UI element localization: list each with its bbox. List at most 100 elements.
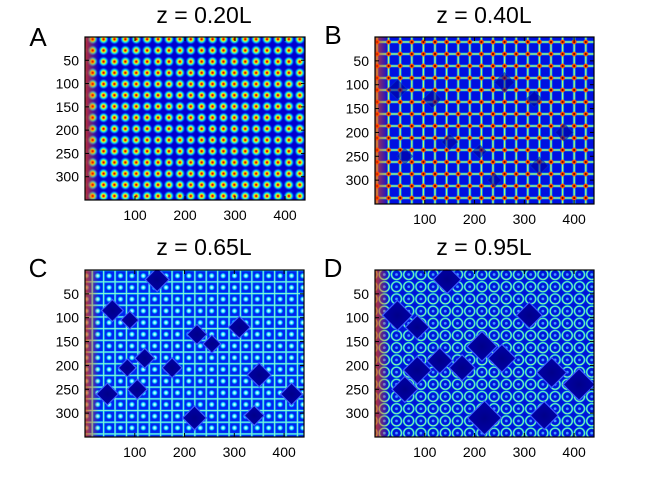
defect-1 — [432, 270, 462, 295]
y-tick-label: 50 — [63, 52, 79, 68]
y-tick-label: 50 — [353, 286, 369, 302]
defect-15 — [279, 382, 304, 406]
defect-14 — [529, 400, 560, 431]
heatmap-field — [375, 37, 594, 204]
panel-d: z = 0.95L D 100 200 300 400 50 100 150 200 250 300 — [324, 234, 595, 460]
x-tick-label: 200 — [463, 211, 487, 227]
y-tick-label: 100 — [346, 77, 370, 93]
panel-letter: D — [324, 253, 343, 283]
panel-a: z = 0.20L A 100 200 300 400 50 100 150 200 250 300 — [29, 2, 306, 223]
axes-frame — [374, 36, 595, 205]
y-tick-label: 300 — [346, 172, 370, 188]
axes-frame — [374, 269, 595, 438]
y-tick-label: 100 — [346, 310, 370, 326]
defect-11 — [95, 382, 120, 406]
defect-9 — [448, 354, 476, 382]
y-tick-label: 200 — [56, 357, 80, 373]
edge-glow — [375, 37, 389, 204]
x-tick-label: 100 — [413, 211, 437, 227]
defect-10 — [486, 172, 502, 188]
x-tick-label: 200 — [173, 444, 197, 460]
panel-b: z = 0.40L B 100 200 300 400 50 100 150 200 250 300 — [324, 2, 595, 227]
y-tick-label: 150 — [56, 334, 80, 350]
defect-10 — [535, 356, 568, 389]
x-tick-label: 300 — [223, 207, 247, 223]
panel-title: z = 0.20L — [156, 2, 251, 28]
panel-letter: B — [324, 20, 341, 50]
x-tick-label: 400 — [562, 211, 586, 227]
defect-7 — [425, 346, 454, 375]
defect-13 — [181, 405, 208, 431]
edge-glow — [375, 270, 389, 437]
axes-frame — [84, 269, 305, 438]
heatmap-image — [375, 270, 594, 437]
panel-title: z = 0.40L — [436, 2, 531, 28]
defect-2 — [100, 298, 125, 323]
defect-10 — [246, 362, 272, 388]
defect-3 — [404, 314, 431, 341]
x-tick-label: 300 — [223, 444, 247, 460]
defect-5 — [441, 133, 459, 151]
x-tick-label: 400 — [273, 207, 297, 223]
defect-9 — [529, 156, 549, 176]
defect-1 — [386, 78, 408, 101]
y-tick-label: 150 — [346, 101, 370, 117]
panel-letter: C — [29, 253, 48, 283]
defect-12 — [391, 375, 419, 404]
y-tick-label: 50 — [63, 286, 79, 302]
defect-1 — [144, 270, 170, 293]
defect-6 — [202, 334, 222, 354]
y-tick-label: 200 — [56, 122, 80, 138]
defect-6 — [487, 343, 517, 374]
defect-7 — [133, 347, 156, 370]
x-tick-label: 300 — [513, 211, 537, 227]
defect-12 — [126, 378, 149, 401]
y-tick-label: 50 — [353, 53, 369, 69]
y-tick-label: 300 — [56, 169, 80, 185]
defect-3 — [493, 71, 515, 93]
y-tick-label: 150 — [346, 334, 370, 350]
heatmap-field — [85, 37, 305, 200]
x-tick-label: 100 — [413, 444, 437, 460]
y-tick-label: 200 — [346, 357, 370, 373]
defect-9 — [117, 358, 138, 378]
defect-4 — [525, 90, 543, 108]
y-tick-label: 100 — [56, 310, 80, 326]
panel-title: z = 0.95L — [436, 234, 531, 260]
defect-4 — [227, 315, 252, 340]
y-tick-label: 150 — [56, 99, 80, 115]
panel-c: z = 0.65L C 100 200 300 400 50 100 150 200 250 300 — [29, 234, 305, 460]
x-tick-label: 400 — [562, 444, 586, 460]
edge-glow — [85, 37, 99, 200]
defect-6 — [471, 143, 488, 160]
x-tick-label: 100 — [123, 207, 147, 223]
defect-2 — [422, 89, 442, 109]
defect-8 — [402, 355, 433, 385]
defect-5 — [186, 323, 208, 346]
panel-title: z = 0.65L — [156, 234, 251, 260]
y-tick-label: 250 — [56, 381, 80, 397]
y-tick-label: 300 — [56, 405, 80, 421]
heatmap-image — [375, 37, 594, 204]
defect-8 — [396, 147, 414, 165]
y-tick-label: 250 — [346, 148, 370, 164]
defect-7 — [554, 122, 574, 142]
x-tick-label: 200 — [463, 444, 487, 460]
y-tick-label: 250 — [56, 145, 80, 161]
defect-8 — [161, 357, 183, 379]
defect-14 — [243, 404, 266, 427]
defect-11 — [562, 367, 594, 402]
heatmap-image — [85, 37, 305, 200]
panel-letter: A — [29, 22, 47, 52]
y-tick-label: 300 — [346, 405, 370, 421]
defect-13 — [466, 400, 503, 436]
y-tick-label: 200 — [346, 124, 370, 140]
x-tick-label: 300 — [513, 444, 537, 460]
defect-5 — [466, 330, 498, 363]
y-tick-label: 250 — [346, 381, 370, 397]
defect-2 — [381, 299, 414, 332]
edge-glow — [85, 270, 99, 437]
axes-frame — [84, 36, 306, 201]
heatmap-image — [85, 270, 304, 437]
